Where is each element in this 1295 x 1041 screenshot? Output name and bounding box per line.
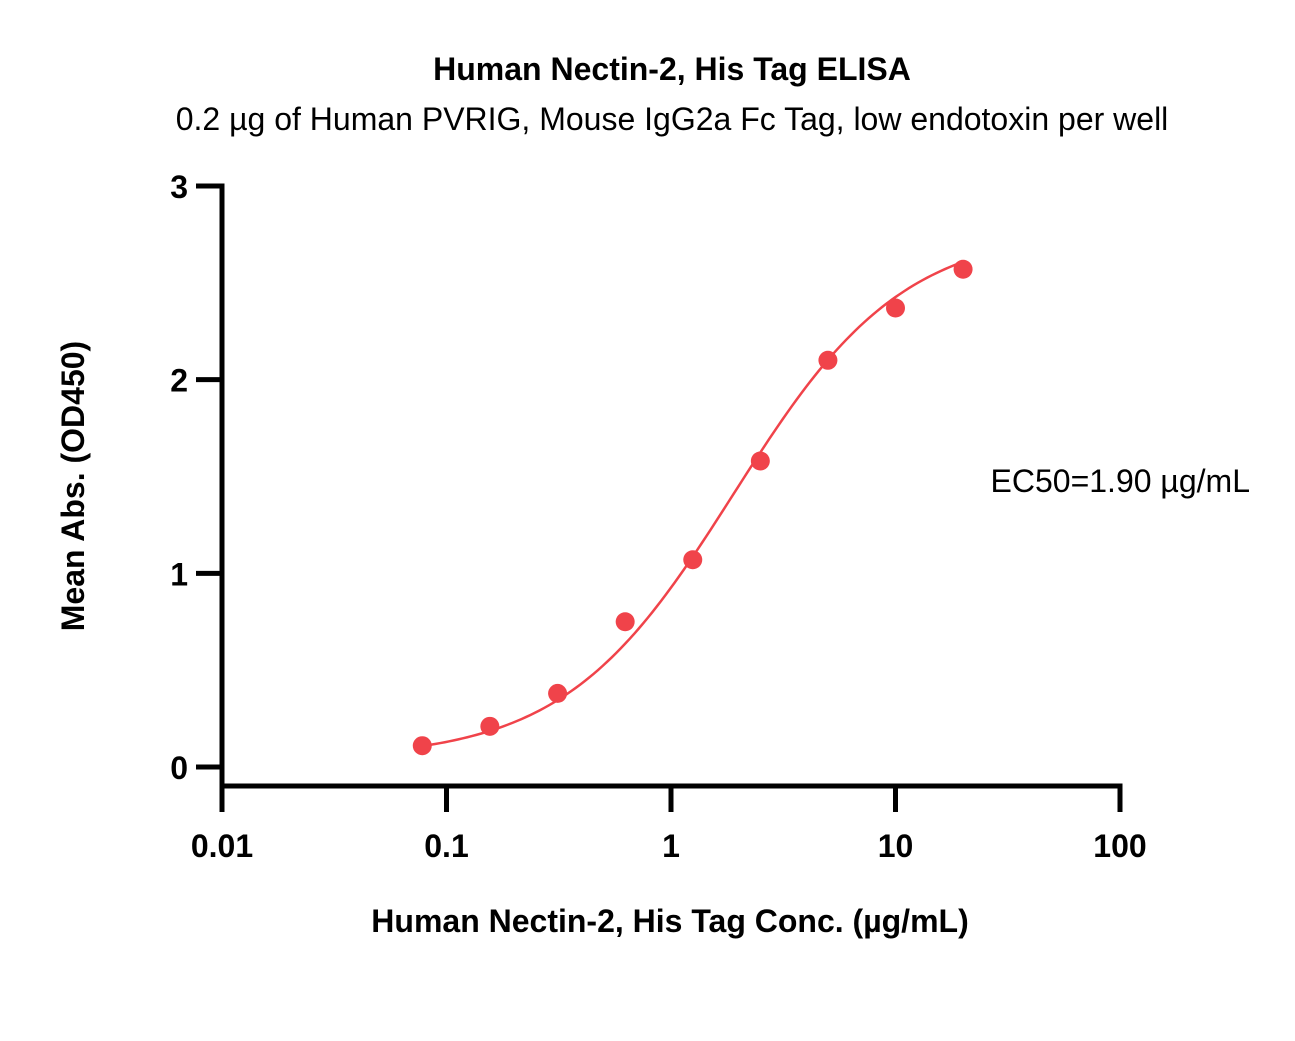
y-tick-label: 1 [170, 556, 188, 592]
ec50-annotation: EC50=1.90 µg/mL [991, 463, 1250, 499]
y-ticks: 0 1 2 3 [170, 169, 222, 786]
y-tick-label: 3 [170, 169, 188, 205]
x-tick-label: 0.01 [191, 828, 253, 864]
data-points [412, 259, 973, 756]
data-point [886, 298, 905, 318]
chart-title: Human Nectin-2, His Tag ELISA [433, 51, 911, 87]
fit-curve [422, 260, 964, 748]
x-ticks: 0.01 0.1 1 10 100 [191, 786, 1147, 864]
x-tick-label: 100 [1093, 828, 1146, 864]
data-point [548, 683, 568, 703]
data-point [818, 350, 838, 370]
y-axis-label: Mean Abs. (OD450) [55, 341, 91, 631]
data-point [683, 550, 703, 570]
data-point [412, 736, 432, 756]
data-point [615, 612, 635, 632]
data-point [750, 451, 770, 471]
y-tick-label: 0 [170, 750, 188, 786]
data-point [953, 259, 973, 279]
chart-subtitle: 0.2 µg of Human PVRIG, Mouse IgG2a Fc Ta… [176, 101, 1169, 137]
axes: 0 1 2 3 0.01 0.1 1 10 100 [170, 169, 1146, 864]
x-tick-label: 0.1 [424, 828, 468, 864]
x-axis-label: Human Nectin-2, His Tag Conc. (µg/mL) [371, 903, 968, 939]
y-tick-label: 2 [170, 363, 188, 399]
x-tick-label: 10 [878, 828, 914, 864]
x-tick-label: 1 [662, 828, 680, 864]
data-point [480, 716, 500, 736]
